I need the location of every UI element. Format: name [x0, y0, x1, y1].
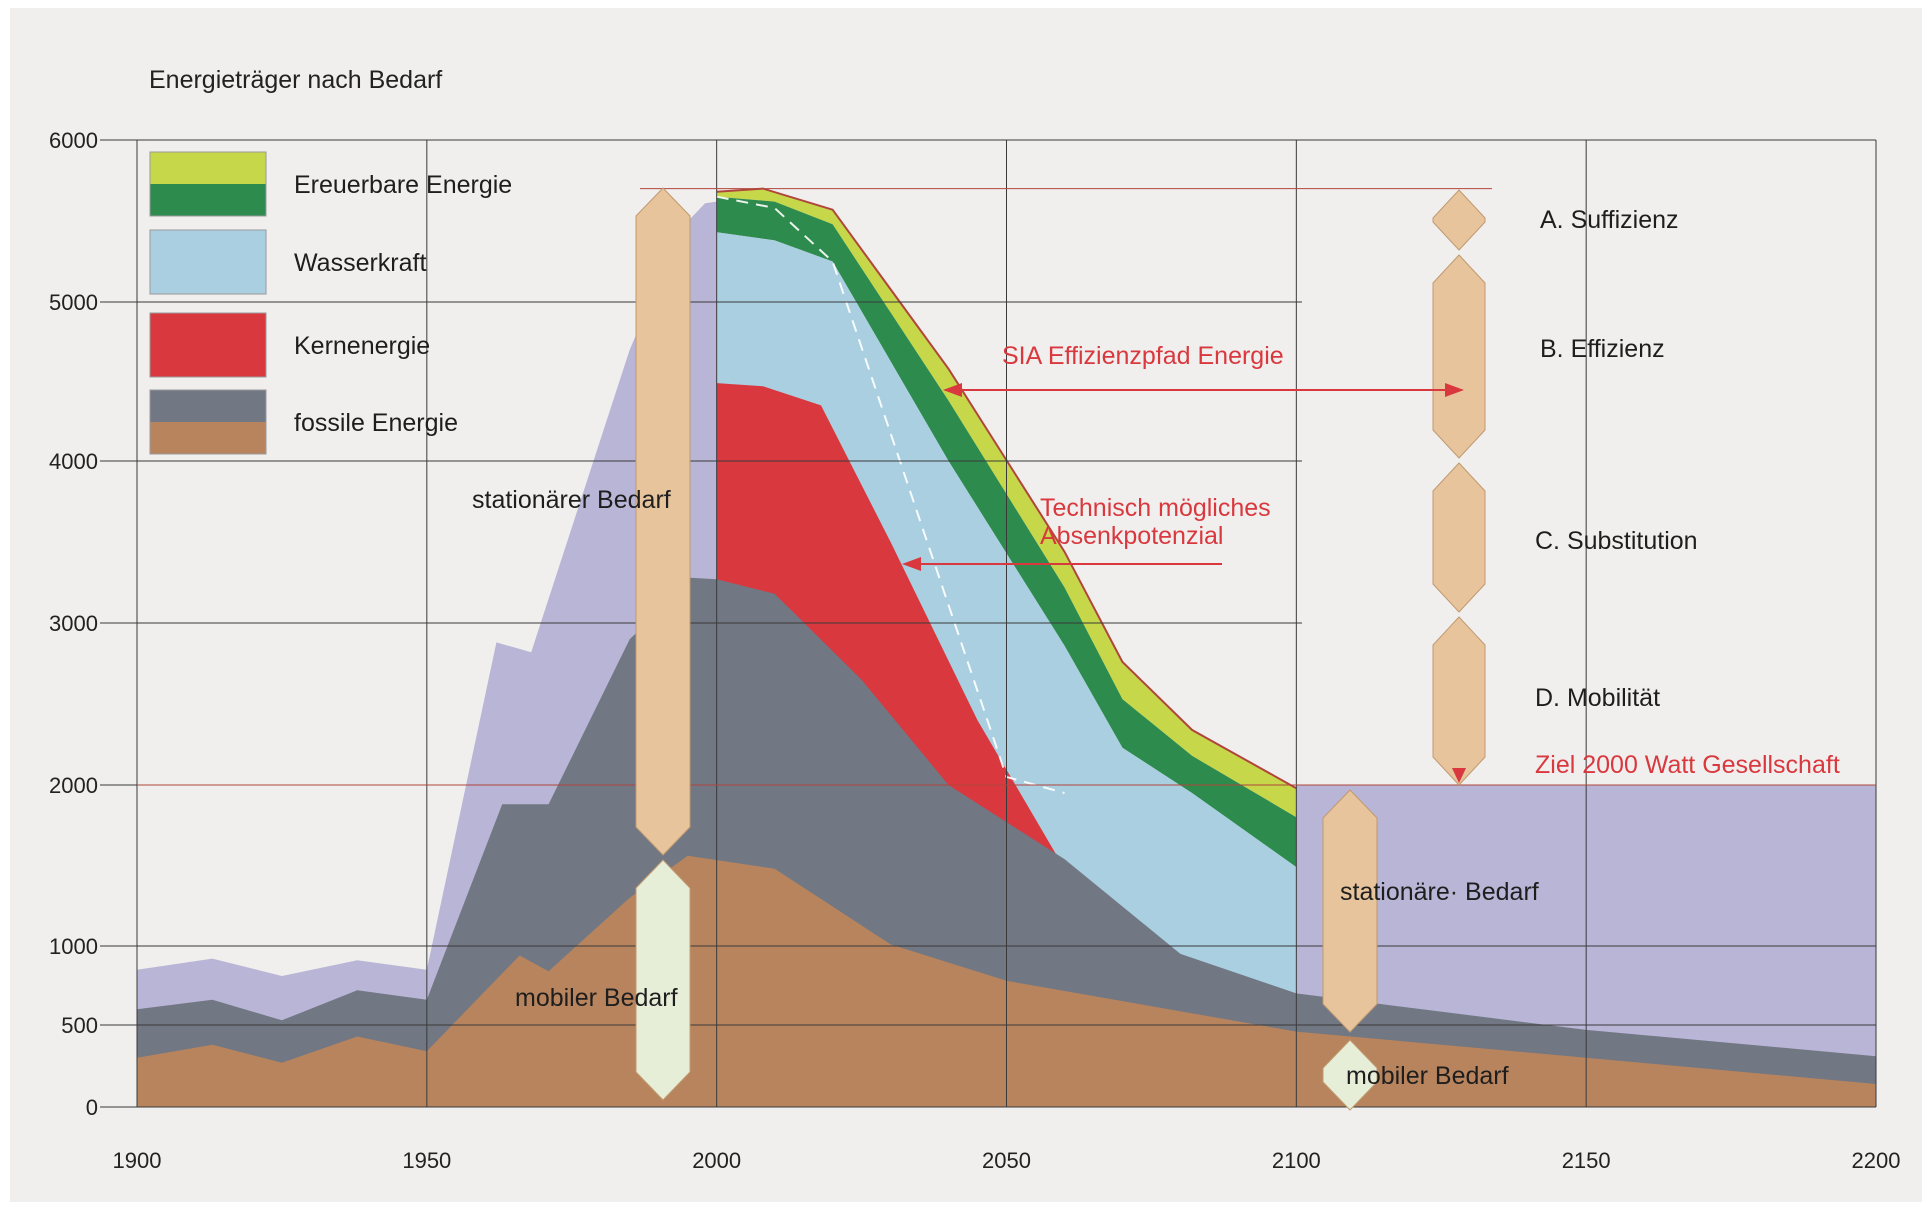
label-stationaerer-bedarf-right: stationäre· Bedarf [1340, 878, 1539, 906]
legend-label: fossile Energie [294, 409, 458, 437]
marker-d-mobilitaet [1432, 616, 1486, 786]
legend-swatch-top [150, 152, 266, 184]
legend-swatch-border [149, 229, 267, 295]
legend-swatch [150, 230, 266, 294]
y-tick-label: 0 [86, 1095, 98, 1120]
legend-label: Kernenergie [294, 332, 430, 360]
x-tick-label: 1900 [113, 1148, 162, 1173]
y-tick-label: 500 [61, 1013, 98, 1038]
sia-arrow-head-right [1445, 383, 1464, 397]
x-tick-label: 2000 [692, 1148, 741, 1173]
label-stationaerer-bedarf-left: stationärer Bedarf [472, 486, 671, 514]
technisch-arrow-head [902, 557, 921, 571]
legend-label: Wasserkraft [294, 249, 426, 277]
marker-mobil-right [1322, 1039, 1378, 1111]
y-tick-label: 5000 [49, 290, 98, 315]
label-d-mobilitaet: D. Mobilität [1535, 684, 1660, 712]
y-tick-label: 4000 [49, 449, 98, 474]
label-c-substitution: C. Substitution [1535, 527, 1698, 555]
x-tick-label: 1950 [402, 1148, 451, 1173]
label-sia-effizienzpfad: SIA Effizienzpfad Energie [1002, 342, 1284, 370]
marker-c-substitution [1432, 462, 1486, 613]
legend-swatch [150, 313, 266, 377]
x-tick-label: 2100 [1272, 1148, 1321, 1173]
y-tick-label: 3000 [49, 611, 98, 636]
legend-swatch-border [149, 312, 267, 378]
x-tick-label: 2050 [982, 1148, 1031, 1173]
y-tick-label: 6000 [49, 128, 98, 153]
label-mobiler-bedarf-left: mobiler Bedarf [515, 984, 678, 1012]
label-b-effizienz: B. Effizienz [1540, 335, 1665, 363]
chart-title: Energieträger nach Bedarf [149, 66, 442, 94]
y-tick-label: 2000 [49, 773, 98, 798]
label-technisch-line2: Absenkpotenzial [1040, 522, 1223, 550]
label-a-suffizienz: A. Suffizienz [1540, 206, 1679, 234]
technisch-dashed-path [716, 195, 1065, 794]
marker-stationaer-left [635, 187, 691, 856]
sia-arrow-head-left [943, 383, 962, 397]
ziel-arrow-head [1452, 768, 1466, 783]
label-technisch-line1: Technisch mögliches [1040, 494, 1271, 522]
legend-label: Ereuerbare Energie [294, 171, 512, 199]
legend-swatch-top [150, 390, 266, 422]
legend-swatch-border [149, 389, 267, 455]
marker-b-effizienz [1432, 254, 1486, 459]
legend-swatch-bottom [150, 422, 266, 454]
legend-swatch-border [149, 151, 267, 217]
legend-swatch-bottom [150, 184, 266, 216]
marker-a-suffizienz [1432, 189, 1486, 251]
y-tick-label: 1000 [49, 934, 98, 959]
x-tick-label: 2150 [1562, 1148, 1611, 1173]
x-tick-label: 2200 [1852, 1148, 1901, 1173]
label-mobiler-bedarf-right: mobiler Bedarf [1346, 1062, 1509, 1090]
marker-stationaer-right [1322, 789, 1378, 1033]
marker-mobil-left [635, 859, 691, 1101]
label-ziel-2000-watt: Ziel 2000 Watt Gesellschaft [1535, 751, 1840, 779]
